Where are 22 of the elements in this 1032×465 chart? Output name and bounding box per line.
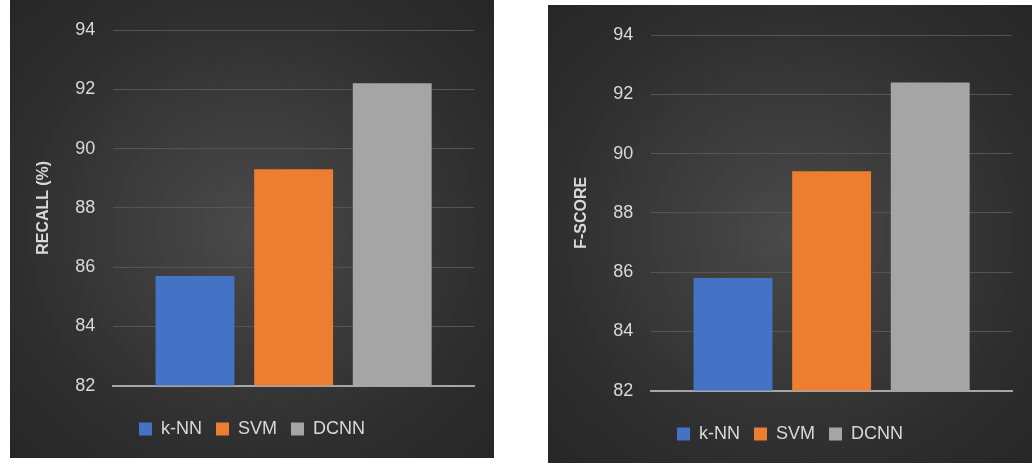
y-tick-label: 90: [75, 137, 96, 158]
y-tick-label: 86: [75, 256, 96, 277]
y-tick-label: 94: [75, 18, 96, 39]
legend-label: SVM: [776, 422, 816, 443]
y-tick-label: 92: [613, 83, 634, 104]
legend-label: k-NN: [161, 417, 202, 438]
y-tick-label: 82: [75, 374, 96, 395]
legend-label: DCNN: [313, 417, 365, 438]
y-tick-label: 94: [613, 23, 634, 44]
y-tick-label: 86: [613, 261, 634, 282]
y-tick-label: 82: [613, 379, 634, 400]
y-axis-title: RECALL (%): [34, 160, 52, 255]
y-axis-title: F-SCORE: [572, 176, 590, 249]
y-tick-label: 84: [613, 320, 634, 341]
y-tick-label: 88: [613, 201, 634, 222]
legend-label: SVM: [238, 417, 278, 438]
legend-label: k-NN: [699, 422, 740, 443]
y-tick-label: 88: [75, 196, 96, 217]
y-tick-label: 92: [75, 78, 96, 99]
legend-label: DCNN: [851, 422, 903, 443]
y-tick-label: 84: [75, 315, 96, 336]
y-tick-label: 90: [613, 142, 634, 163]
